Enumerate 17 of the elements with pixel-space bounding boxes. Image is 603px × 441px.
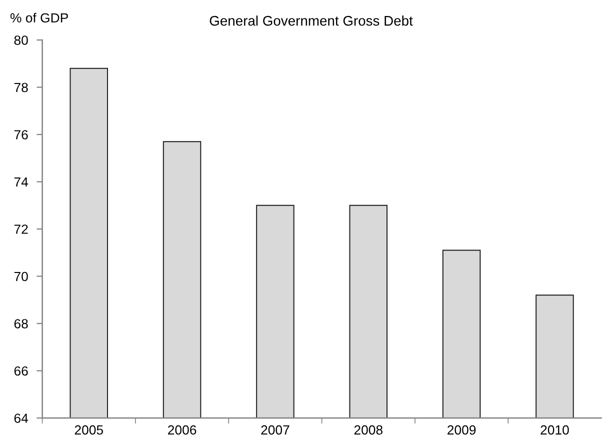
x-tick-label: 2005 [74, 425, 104, 435]
y-tick-label: 66 [14, 366, 28, 376]
x-tick-label: 2007 [261, 425, 290, 435]
x-tick-label: 2006 [168, 425, 196, 435]
y-tick-label: 76 [14, 130, 28, 140]
y-tick-label: 64 [14, 414, 28, 423]
y-tick-label: 70 [14, 272, 28, 282]
x-tick-label: 2008 [354, 425, 382, 435]
y-axis-title: % of GDP [10, 12, 68, 23]
y-tick-label: 68 [14, 319, 28, 328]
y-tick-label: 80 [14, 36, 28, 45]
y-tick-label: 72 [14, 224, 28, 234]
y-tick-label: 78 [14, 82, 28, 92]
chart-title: General Government Gross Debt [210, 16, 413, 26]
x-tick-label: 2009 [448, 425, 476, 435]
x-tick-label: 2010 [540, 425, 569, 435]
y-tick-label: 74 [14, 177, 28, 187]
